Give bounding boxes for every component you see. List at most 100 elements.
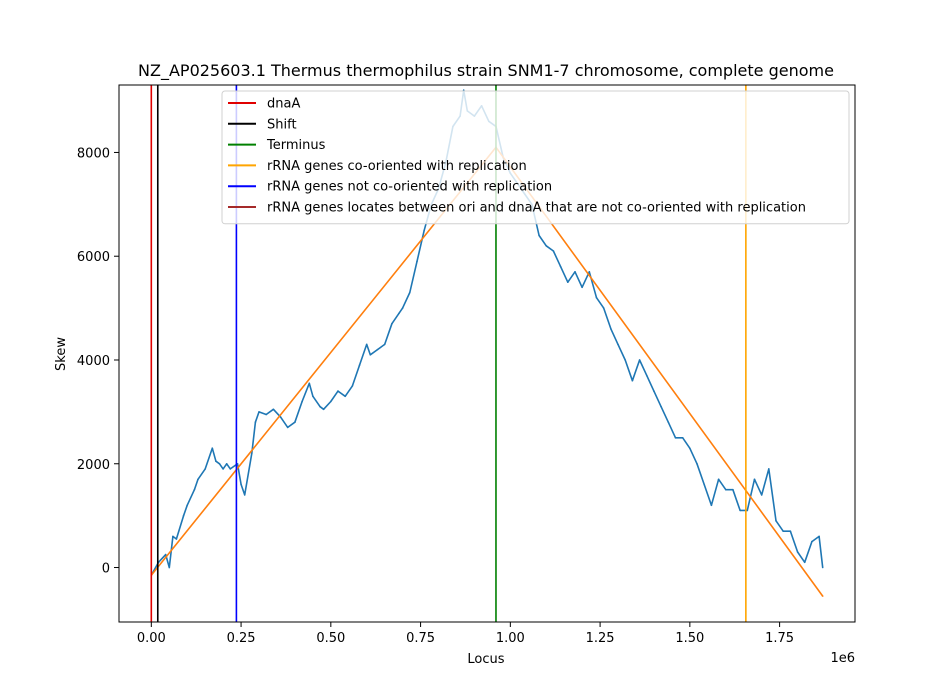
series-0-point [197, 478, 199, 481]
axes: 0.00 0.25 0.50 0.75 1.00 1.25 1.50 1.75 0 2000 400… [77, 146, 794, 646]
series-0-point [218, 463, 221, 465]
x-axis-offset-label: 1e6 [830, 651, 855, 666]
legend-label: Shift [267, 117, 297, 132]
series-0-point [383, 343, 386, 346]
series-0-point [398, 312, 400, 315]
series-0-point [286, 426, 289, 429]
y-tick-label: 6000 [77, 250, 110, 265]
x-tick-label: 1.50 [675, 631, 704, 646]
series-0-point [660, 405, 662, 408]
series-0-point [211, 447, 214, 450]
series-0-point [667, 421, 670, 424]
series-0-point [595, 296, 598, 299]
series-0-point [175, 538, 178, 540]
series-0-point [279, 416, 282, 418]
series-0-point [753, 478, 756, 481]
series-0-point [567, 281, 569, 284]
series-0-point [545, 245, 547, 247]
series-0-point [172, 535, 174, 538]
legend-label: rRNA genes locates between ori and dnaA … [267, 201, 806, 216]
series-0-point [725, 488, 727, 491]
series-0-point [251, 452, 253, 455]
x-tick-label: 1.00 [496, 631, 525, 646]
x-tick-label: 1.75 [765, 631, 794, 646]
series-0-point [204, 468, 206, 470]
chart-title: NZ_AP025603.1 Thermus thermophilus strai… [138, 61, 834, 81]
series-0-point [319, 405, 321, 408]
series-0-point [409, 291, 411, 294]
x-tick-label: 0.00 [137, 631, 166, 646]
series-0-point [552, 250, 555, 252]
series-0-point [617, 343, 619, 346]
series-0-point [391, 322, 393, 325]
series-0-point [423, 229, 426, 232]
series-0-point [696, 463, 698, 465]
series-0-point [186, 504, 188, 507]
series-0-point [337, 390, 339, 392]
series-0-point [301, 400, 303, 403]
series-0-point [330, 400, 332, 403]
x-axis-label: Locus [467, 652, 504, 667]
series-0-point [225, 463, 228, 465]
series-0-point [746, 509, 749, 512]
series-0-point [240, 483, 242, 486]
legend-label: Terminus [266, 138, 326, 153]
series-0-point [243, 494, 246, 496]
series-0-point [312, 395, 314, 398]
x-tick-label: 0.50 [316, 631, 345, 646]
series-0-point [760, 494, 763, 496]
series-0-point [193, 488, 196, 491]
series-1-point [821, 595, 824, 597]
series-0-point [674, 437, 677, 439]
series-0-point [182, 514, 185, 517]
series-0-point [638, 359, 641, 361]
series-0-point [717, 478, 720, 481]
series-0-point [588, 271, 591, 273]
y-tick-label: 2000 [77, 458, 110, 473]
legend-label: rRNA genes not co-oriented with replicat… [267, 180, 552, 195]
series-0-point [782, 530, 784, 532]
legend-box [221, 90, 850, 225]
series-0-point [376, 348, 379, 351]
series-0-point [574, 271, 576, 273]
series-0-point [351, 385, 354, 387]
series-0-point [710, 504, 713, 507]
series-0-point [322, 408, 325, 411]
series-0-point [265, 413, 268, 416]
x-tick-label: 1.25 [586, 631, 615, 646]
series-0-point [646, 374, 648, 377]
series-0-point [416, 260, 418, 263]
x-tick-label: 0.75 [406, 631, 435, 646]
y-tick-label: 8000 [77, 146, 110, 161]
series-0-point [653, 390, 655, 392]
series-0-point [358, 364, 361, 367]
y-axis-label: Skew [54, 337, 69, 371]
legend-label: dnaA [267, 97, 300, 112]
series-0-point [581, 286, 583, 289]
series-0-point [222, 468, 224, 470]
series-0-point [703, 483, 705, 486]
series-0-point [610, 328, 612, 330]
series-0-point [215, 460, 217, 463]
series-0-point [538, 234, 540, 237]
series-0-point [732, 488, 734, 491]
y-tick-label: 0 [102, 562, 110, 577]
series-0-point [401, 307, 404, 309]
series-0-point [821, 566, 824, 569]
series-0-point [164, 553, 167, 556]
series-0-point [602, 307, 605, 309]
series-0-point [681, 437, 684, 439]
series-0-point [631, 379, 634, 382]
series-0-point [811, 540, 813, 543]
legend: dnaA Shift Terminus rRNA genes co-oriented … [221, 90, 850, 225]
series-0-point [803, 561, 806, 564]
series-0-point [739, 509, 741, 512]
series-0-point [254, 421, 257, 424]
series-0-point [344, 395, 347, 398]
series-0-point [689, 447, 691, 450]
series-0-point [789, 530, 792, 532]
series-0-point [624, 359, 626, 361]
series-0-point [258, 411, 260, 413]
series-0-point [818, 535, 820, 538]
